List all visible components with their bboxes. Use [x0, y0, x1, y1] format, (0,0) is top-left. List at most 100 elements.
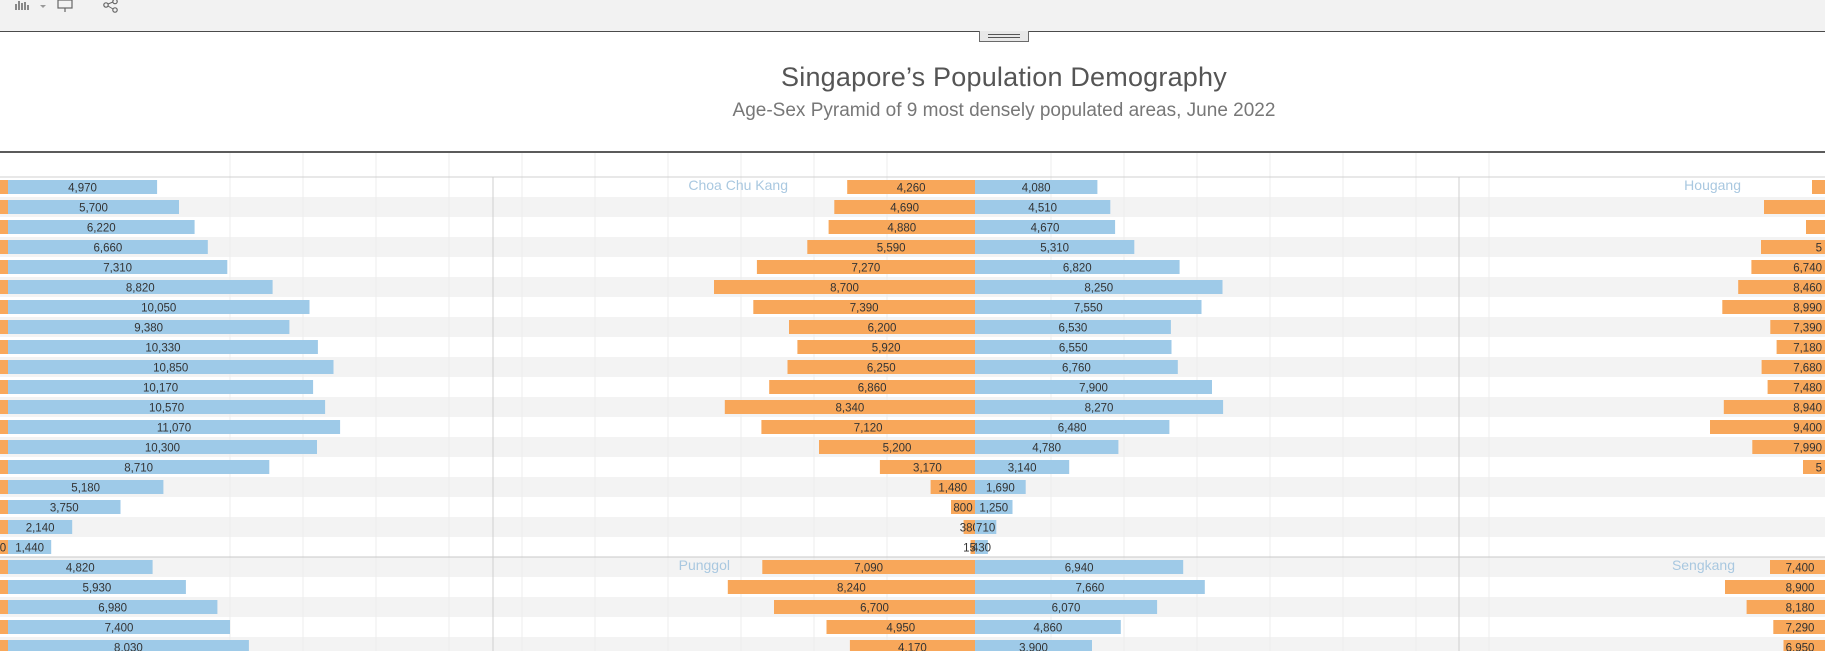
female-bar	[0, 240, 8, 254]
dropdown-caret-icon[interactable]	[39, 0, 47, 14]
female-bar	[1710, 420, 1825, 434]
male-bar	[8, 260, 228, 274]
female-bar	[834, 200, 975, 214]
male-bar	[8, 320, 290, 334]
female-bar	[1751, 260, 1825, 274]
male-bar	[8, 520, 73, 534]
female-bar-label: 5,200	[883, 443, 912, 455]
male-bar-label: 5,310	[1040, 243, 1069, 255]
female-bar-label: 7,290	[1786, 623, 1815, 635]
male-bar	[8, 580, 186, 594]
female-bar-label: 5,920	[872, 343, 901, 355]
male-bar-label: 8,710	[124, 463, 153, 475]
female-bar	[762, 560, 975, 574]
male-bar-label: 4,860	[1034, 623, 1063, 635]
male-bar-label: 2,140	[26, 523, 55, 535]
female-bar	[0, 420, 8, 434]
bar-chart-icon[interactable]	[14, 0, 36, 14]
female-bar-label: 8,340	[836, 403, 865, 415]
female-bar	[797, 340, 975, 354]
female-bar-label: 6,950	[1786, 643, 1815, 651]
female-bar	[1767, 380, 1825, 394]
male-bar	[8, 400, 326, 414]
male-bar-label: 6,550	[1059, 343, 1088, 355]
male-bar-label: 7,550	[1074, 303, 1103, 315]
female-bar-label: 8,700	[830, 283, 859, 295]
male-bar-label: 1,250	[979, 503, 1008, 515]
male-bar-label: 8,820	[126, 283, 155, 295]
male-bar-label: 5,180	[71, 483, 100, 495]
female-bar-label: 5	[1816, 243, 1822, 255]
female-bar-label: 6,700	[860, 603, 889, 615]
female-bar-label: 4,880	[887, 223, 916, 235]
female-bar-label: 8,900	[1786, 583, 1815, 595]
female-bar	[714, 280, 975, 294]
female-bar	[951, 500, 975, 514]
male-bar-label: 7,900	[1079, 383, 1108, 395]
female-bar-label: 7,480	[1793, 383, 1822, 395]
male-bar-label: 1,440	[15, 543, 44, 555]
female-bar-label: 8,990	[1793, 303, 1822, 315]
female-bar	[761, 420, 975, 434]
male-bar	[8, 360, 334, 374]
male-bar-label: 10,850	[153, 363, 188, 375]
female-bar-label: 4,950	[886, 623, 915, 635]
male-bar-label: 6,480	[1058, 423, 1087, 435]
male-bar	[975, 380, 1212, 394]
male-bar	[975, 200, 1111, 214]
female-bar-label: 6,860	[858, 383, 887, 395]
male-bar	[975, 400, 1224, 414]
female-bar	[0, 200, 8, 214]
female-bar	[0, 440, 8, 454]
male-bar-label: 4,970	[68, 183, 97, 195]
male-bar-label: 10,300	[145, 443, 180, 455]
female-bar-label: 4,690	[890, 203, 919, 215]
female-bar	[0, 640, 8, 651]
male-bar	[975, 300, 1202, 314]
female-bar	[0, 260, 8, 274]
male-bar	[975, 260, 1180, 274]
male-bar	[975, 460, 1070, 474]
female-bar	[0, 540, 8, 554]
male-bar-label: 4,080	[1022, 183, 1051, 195]
male-bar-label: 3,900	[1019, 643, 1048, 651]
female-bar	[774, 600, 975, 614]
female-bar	[0, 460, 8, 474]
female-bar-label: 7,390	[850, 303, 879, 315]
male-bar	[8, 600, 218, 614]
male-bar-label: 10,570	[149, 403, 184, 415]
female-bar	[1722, 300, 1825, 314]
male-bar	[8, 500, 121, 514]
male-bar-label: 6,220	[87, 223, 116, 235]
row-stripe	[0, 517, 1825, 537]
resize-handle[interactable]	[979, 31, 1029, 42]
share-icon[interactable]	[103, 0, 119, 14]
female-bar	[0, 580, 8, 594]
male-bar	[975, 480, 1026, 494]
female-bar	[0, 500, 8, 514]
female-bar	[1761, 360, 1825, 374]
male-bar-label: 6,070	[1052, 603, 1081, 615]
female-bar-label: 7,390	[1793, 323, 1822, 335]
chart-title: Singapore’s Population Demography	[781, 62, 1227, 92]
title-divider	[0, 151, 1825, 153]
female-bar-label: 0	[0, 543, 6, 555]
female-bar-label: 8,460	[1793, 283, 1822, 295]
female-bar	[0, 560, 8, 574]
male-bar-label: 5,930	[83, 583, 112, 595]
female-bar	[1803, 460, 1825, 474]
female-bar	[0, 600, 8, 614]
area-label-sengkang: Sengkang	[1672, 557, 1735, 573]
female-bar	[0, 300, 8, 314]
male-bar	[975, 560, 1184, 574]
female-bar-label: 4,170	[898, 643, 927, 651]
area-label-punggol: Punggol	[679, 557, 730, 573]
male-bar-label: 4,510	[1028, 203, 1057, 215]
female-bar	[930, 480, 975, 494]
male-bar-label: 4,670	[1031, 223, 1060, 235]
female-bar	[0, 380, 8, 394]
male-bar-label: 6,660	[94, 243, 123, 255]
present-icon[interactable]	[57, 0, 73, 14]
male-bar-label: 8,030	[114, 643, 143, 651]
male-bar-label: 5,700	[79, 203, 108, 215]
